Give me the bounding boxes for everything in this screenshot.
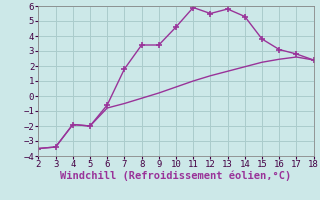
X-axis label: Windchill (Refroidissement éolien,°C): Windchill (Refroidissement éolien,°C)	[60, 171, 292, 181]
